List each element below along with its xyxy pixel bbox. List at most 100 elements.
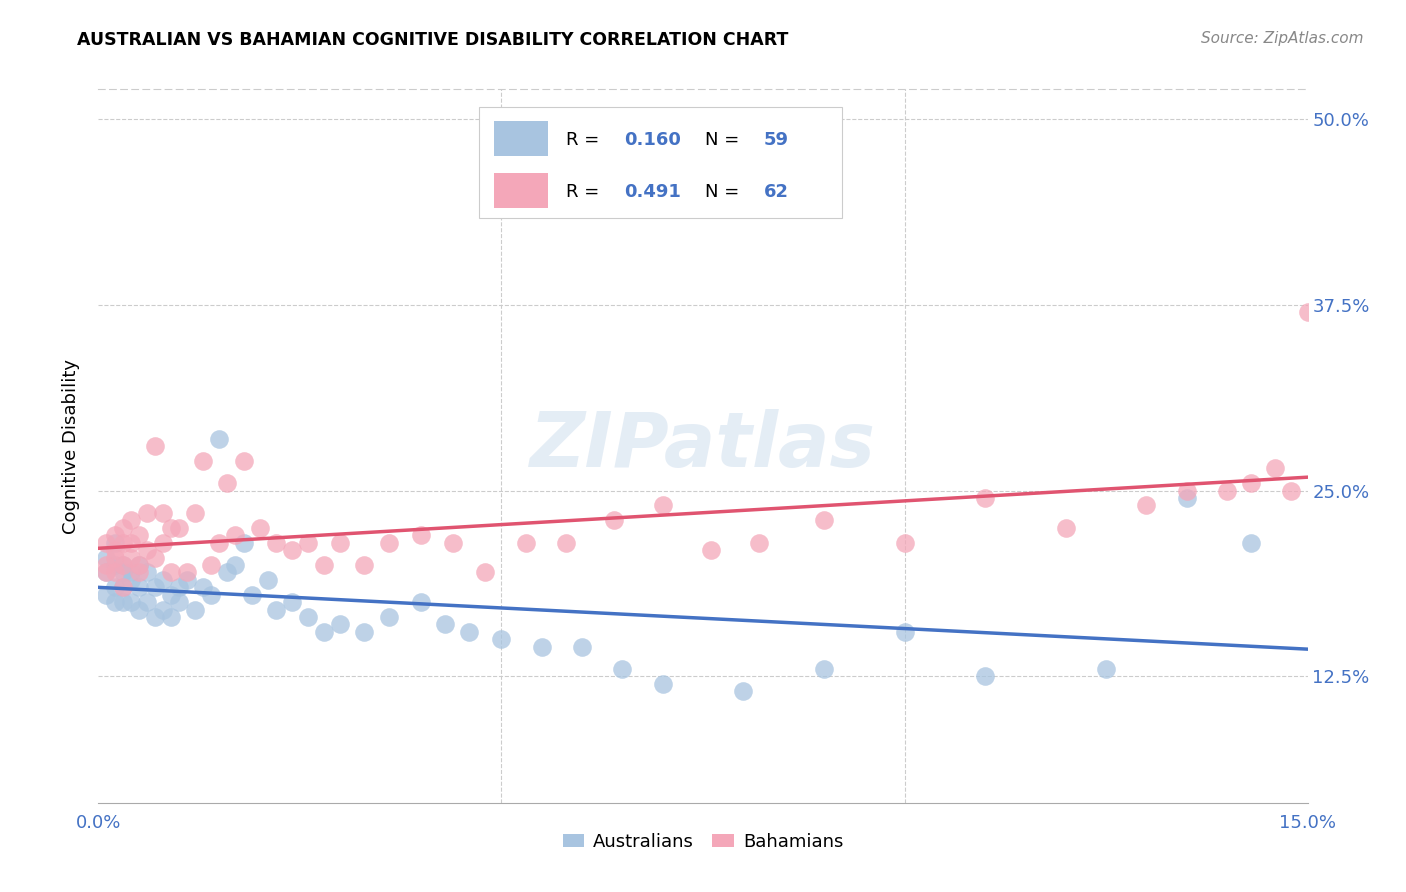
Point bbox=[128, 558, 150, 572]
Point bbox=[167, 521, 190, 535]
Point bbox=[224, 558, 246, 572]
Point bbox=[700, 543, 723, 558]
Point bbox=[96, 558, 118, 572]
Point bbox=[111, 580, 134, 594]
Point bbox=[434, 617, 457, 632]
Point bbox=[1240, 535, 1263, 549]
Point bbox=[612, 662, 634, 676]
Point bbox=[193, 454, 215, 468]
Point bbox=[353, 624, 375, 639]
Point bbox=[135, 506, 157, 520]
Point bbox=[120, 573, 142, 587]
Point bbox=[1264, 461, 1286, 475]
Point bbox=[152, 573, 174, 587]
Point bbox=[120, 550, 142, 565]
Point bbox=[1095, 662, 1118, 676]
Point bbox=[103, 535, 125, 549]
Point bbox=[297, 535, 319, 549]
Point bbox=[530, 640, 553, 654]
Point bbox=[152, 506, 174, 520]
Text: R =: R = bbox=[567, 131, 606, 150]
Point bbox=[281, 595, 304, 609]
Point bbox=[813, 662, 835, 676]
Point bbox=[281, 543, 304, 558]
Point bbox=[893, 535, 915, 549]
Point bbox=[1281, 483, 1303, 498]
Point bbox=[103, 595, 125, 609]
Point bbox=[1175, 491, 1198, 505]
Point bbox=[143, 439, 166, 453]
Point bbox=[103, 550, 125, 565]
Point bbox=[103, 580, 125, 594]
Point bbox=[143, 580, 166, 594]
Text: 62: 62 bbox=[763, 184, 789, 202]
Point bbox=[974, 491, 997, 505]
Point bbox=[96, 550, 118, 565]
Point bbox=[120, 513, 142, 527]
Point bbox=[1240, 476, 1263, 491]
Point bbox=[135, 595, 157, 609]
Point bbox=[176, 566, 198, 580]
Point bbox=[111, 521, 134, 535]
Point bbox=[409, 595, 432, 609]
Point bbox=[120, 566, 142, 580]
Point bbox=[249, 521, 271, 535]
Point bbox=[603, 513, 626, 527]
Text: 59: 59 bbox=[763, 131, 789, 150]
Point bbox=[748, 535, 770, 549]
Point bbox=[184, 602, 207, 616]
Point bbox=[515, 535, 537, 549]
Point bbox=[491, 632, 513, 647]
Point bbox=[96, 566, 118, 580]
Point bbox=[733, 684, 755, 698]
Text: N =: N = bbox=[706, 131, 745, 150]
Point bbox=[329, 535, 352, 549]
Point bbox=[297, 610, 319, 624]
Point bbox=[264, 602, 287, 616]
Point bbox=[1135, 499, 1157, 513]
Point bbox=[111, 566, 134, 580]
Point bbox=[96, 588, 118, 602]
Point bbox=[128, 558, 150, 572]
Text: Source: ZipAtlas.com: Source: ZipAtlas.com bbox=[1201, 31, 1364, 46]
Point bbox=[160, 588, 183, 602]
Point bbox=[96, 535, 118, 549]
Text: 0.491: 0.491 bbox=[624, 184, 682, 202]
Point bbox=[555, 535, 578, 549]
Point bbox=[128, 566, 150, 580]
Point bbox=[1296, 305, 1319, 319]
Point bbox=[176, 573, 198, 587]
Y-axis label: Cognitive Disability: Cognitive Disability bbox=[62, 359, 80, 533]
Text: N =: N = bbox=[706, 184, 745, 202]
Point bbox=[651, 677, 673, 691]
Point bbox=[217, 566, 239, 580]
Point bbox=[111, 558, 134, 572]
Point bbox=[314, 624, 336, 639]
Point bbox=[200, 558, 222, 572]
Point bbox=[96, 566, 118, 580]
Point bbox=[208, 432, 231, 446]
Point bbox=[152, 602, 174, 616]
Text: R =: R = bbox=[567, 184, 606, 202]
Point bbox=[111, 535, 134, 549]
Point bbox=[120, 595, 142, 609]
Point bbox=[143, 610, 166, 624]
Point bbox=[314, 558, 336, 572]
Point bbox=[256, 573, 278, 587]
Point bbox=[128, 580, 150, 594]
Point bbox=[232, 454, 254, 468]
FancyBboxPatch shape bbox=[494, 173, 548, 209]
Point bbox=[152, 535, 174, 549]
Point bbox=[377, 610, 399, 624]
Point bbox=[651, 499, 673, 513]
Point bbox=[200, 588, 222, 602]
Point bbox=[167, 580, 190, 594]
Text: 0.160: 0.160 bbox=[624, 131, 682, 150]
Point bbox=[217, 476, 239, 491]
Point bbox=[120, 535, 142, 549]
Point bbox=[160, 521, 183, 535]
Point bbox=[458, 624, 481, 639]
Point bbox=[240, 588, 263, 602]
Point bbox=[329, 617, 352, 632]
Point bbox=[571, 640, 593, 654]
